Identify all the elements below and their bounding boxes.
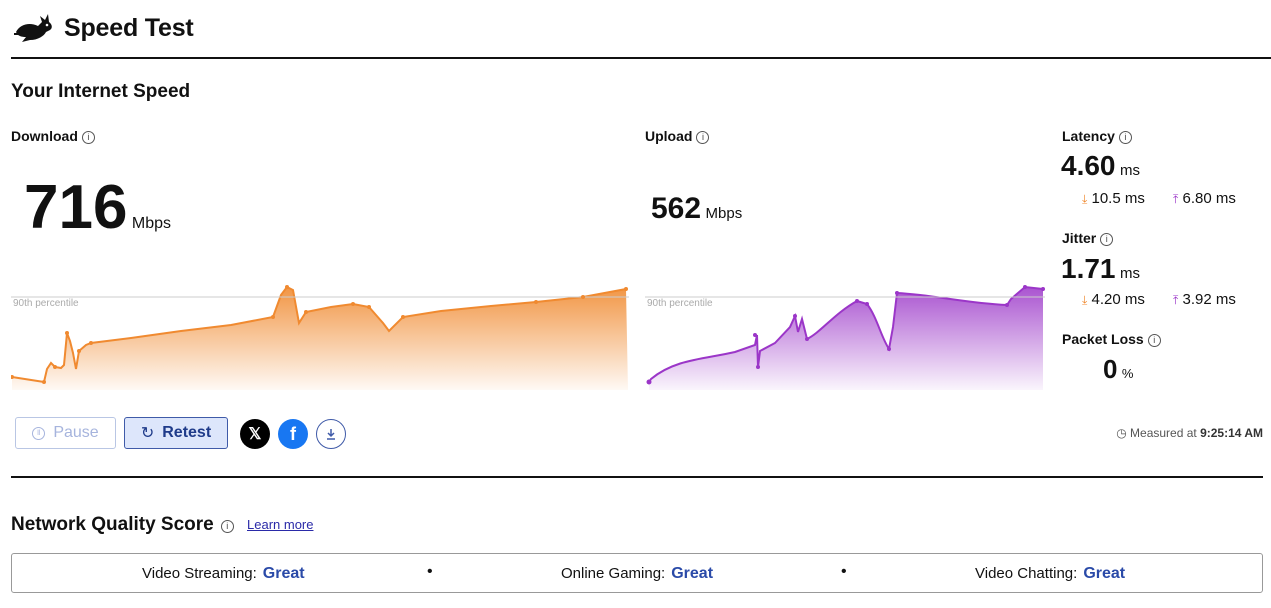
score-online-gaming: Online Gaming: Great [561,565,714,582]
latency-upload: ⤒ 6.80 ms [1173,190,1236,207]
info-icon[interactable]: i [81,131,95,144]
rabbit-logo-icon [12,10,56,46]
upload-value: 562 [651,192,702,225]
upload-unit: Mbps [705,205,743,222]
jitter-unit: ms [1119,265,1140,282]
packet-loss-label: Packet Loss i [1062,331,1161,347]
upload-label: Upload i [645,128,710,144]
share-facebook-button[interactable]: f [278,419,308,449]
info-icon[interactable]: i [1100,233,1114,246]
retest-button[interactable]: ↻ Retest [124,417,228,449]
facebook-icon: f [290,423,296,444]
download-graph [10,255,629,390]
download-arrow-icon: ⤓ [1082,192,1088,206]
page-title: Speed Test [64,14,194,42]
packet-loss-unit: % [1121,366,1134,381]
jitter-download: ⤓ 4.20 ms [1082,291,1145,308]
score-video-chatting: Video Chatting: Great [975,565,1126,582]
download-unit: Mbps [131,215,172,232]
section-divider [11,476,1263,478]
separator-dot: • [841,563,847,580]
download-value: 716 [24,173,128,242]
separator-dot: • [427,563,433,580]
jitter-value-block: 1.71 ms [1061,253,1140,285]
upload-graph [645,255,1045,390]
download-results-button[interactable] [316,419,346,449]
pause-icon: ll [32,426,46,440]
clock-icon: ◷ [1116,426,1127,440]
latency-value-block: 4.60 ms [1061,150,1140,182]
upload-arrow-icon: ⤒ [1173,192,1179,206]
share-x-button[interactable]: 𝕏 [240,419,270,449]
section-title: Your Internet Speed [11,81,191,102]
jitter-label: Jitter i [1062,230,1114,246]
download-value-block: 716 Mbps [24,172,171,243]
quality-score-box: Video Streaming: Great • Online Gaming: Gr… [11,553,1263,593]
pause-button[interactable]: ll Pause [15,417,116,449]
learn-more-link[interactable]: Learn more [247,517,314,532]
download-label: Download i [11,128,95,144]
packet-loss-value-block: 0 % [1103,354,1133,385]
refresh-icon: ↻ [140,425,155,442]
jitter-value: 1.71 [1061,253,1116,284]
download-icon [327,429,335,440]
latency-download: ⤓ 10.5 ms [1082,190,1145,207]
jitter-upload: ⤒ 3.92 ms [1173,291,1236,308]
upload-value-block: 562 Mbps [651,192,742,226]
info-icon[interactable]: i [1118,131,1132,144]
upload-arrow-icon: ⤒ [1173,293,1179,307]
info-icon[interactable]: i [696,131,710,144]
quality-title: Network Quality Score i [11,514,234,536]
download-arrow-icon: ⤓ [1082,293,1088,307]
latency-label: Latency i [1062,128,1132,144]
score-video-streaming: Video Streaming: Great [142,565,305,582]
latency-value: 4.60 [1061,150,1116,181]
latency-unit: ms [1119,162,1140,179]
download-percentile-label: 90th percentile [13,298,79,309]
upload-percentile-label: 90th percentile [647,298,713,309]
info-icon[interactable]: i [1147,334,1161,347]
measured-at: ◷ Measured at 9:25:14 AM [1116,426,1263,440]
packet-loss-value: 0 [1103,354,1118,384]
header-divider [11,57,1271,59]
info-icon[interactable]: i [220,520,234,533]
x-logo-icon: 𝕏 [248,426,262,443]
